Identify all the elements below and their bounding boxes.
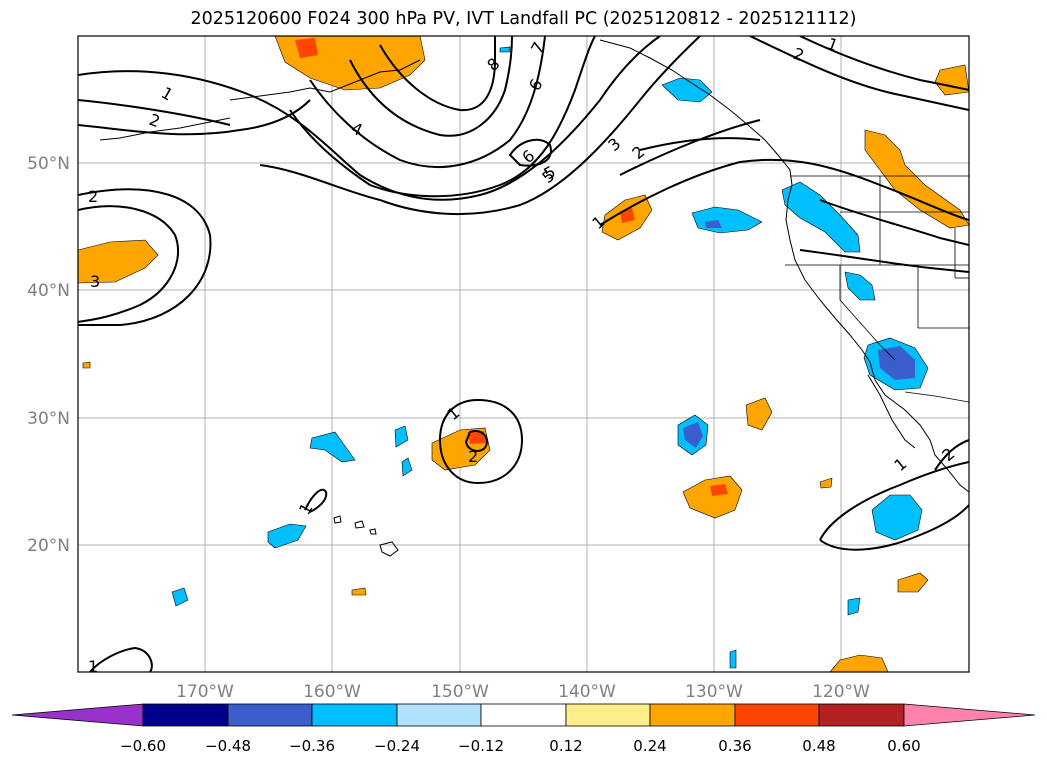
negative-anomaly-california: [844, 271, 876, 301]
contour-label: 1: [88, 657, 98, 676]
colorbar-swatch: [734, 703, 820, 727]
positive-anomaly-west: [78, 239, 159, 284]
contour-labels: 1 2 3 4 5 6 7 8 1 2 1 2 3 1 2 2 1 1 2 5 …: [88, 36, 958, 676]
contour-label: 2: [88, 187, 98, 206]
lat-tick-label: 30°N: [27, 409, 70, 429]
alaska-coast: [229, 59, 421, 101]
contour-label: 6: [518, 146, 538, 167]
colorbar: [11, 703, 1036, 727]
contour-label: 6: [525, 76, 547, 94]
colorbar-swatch: [818, 703, 905, 727]
colorbar-extend-low: [11, 703, 144, 727]
lon-tick-labels: 170°W 160°W 150°W 140°W 130°W 120°W: [176, 682, 870, 702]
lon-tick-label: 130°W: [685, 682, 743, 702]
colorbar-tick-label: 0.12: [549, 737, 582, 755]
contour-label: 1: [890, 454, 910, 475]
contour-label: 3: [90, 272, 100, 291]
colorbar-tick-label: 0.24: [633, 737, 666, 755]
lat-tick-labels: 20°N 30°N 40°N 50°N: [27, 154, 70, 556]
pv-closed-contour-150w: [438, 398, 524, 485]
gridlines: [78, 36, 969, 672]
positive-anomaly-125w: [745, 397, 773, 431]
positive-anomaly-ne: [934, 64, 969, 96]
colorbar-tick-label: −0.48: [205, 737, 251, 755]
north-america-coast: [599, 39, 969, 493]
lon-tick-label: 150°W: [431, 682, 489, 702]
lon-tick-label: 140°W: [558, 682, 616, 702]
colorbar-tick-labels: −0.60 −0.48 −0.36 −0.24 −0.12 0.12 0.24 …: [120, 737, 921, 755]
borders: [785, 175, 969, 403]
coastlines: [99, 39, 969, 557]
colorbar-extend-high: [903, 703, 1036, 727]
colorbar-tick-label: −0.60: [120, 737, 166, 755]
contour-label: 2: [628, 142, 648, 163]
hawaii-islands: [379, 541, 399, 557]
colorbar-swatch: [396, 703, 482, 727]
negative-anomaly-43n: [691, 206, 763, 234]
contour-label: 8: [483, 54, 503, 75]
map-title: 2025120600 F024 300 hPa PV, IVT Landfall…: [190, 9, 857, 29]
negative-anomaly-gulf-alaska: [661, 77, 713, 103]
map-frame: [77, 35, 970, 673]
colorbar-swatch: [649, 703, 736, 727]
positive-anomaly-130w: [682, 475, 743, 519]
colorbar-tick-label: −0.36: [289, 737, 335, 755]
colorbar-tick-label: 0.60: [887, 737, 920, 755]
colorbar-swatch: [227, 703, 313, 727]
anomaly-fills: [78, 36, 969, 672]
colorbar-swatch: [565, 703, 651, 727]
contour-label: 1: [295, 500, 317, 518]
colorbar-tick-label: −0.24: [374, 737, 420, 755]
lat-tick-label: 20°N: [27, 536, 70, 556]
colorbar-tick-label: 0.48: [802, 737, 835, 755]
colorbar-swatch: [142, 703, 229, 727]
lon-tick-label: 160°W: [303, 682, 361, 702]
colorbar-tick-label: 0.36: [718, 737, 751, 755]
lon-tick-label: 170°W: [176, 682, 234, 702]
lon-tick-label: 120°W: [812, 682, 870, 702]
colorbar-swatch: [311, 703, 398, 727]
colorbar-tick-label: −0.12: [458, 737, 504, 755]
contour-label: 3: [604, 134, 624, 155]
positive-anomaly-bc: [864, 129, 969, 229]
negative-anomaly-oregon: [781, 181, 861, 253]
contour-label: 2: [147, 110, 163, 131]
lat-tick-label: 50°N: [27, 154, 70, 174]
contour-label: 2: [468, 447, 478, 466]
pv-contours: [78, 36, 969, 672]
negative-anomaly-baja: [871, 494, 923, 541]
contour-label: 1: [158, 83, 176, 105]
lat-tick-label: 40°N: [27, 281, 70, 301]
colorbar-swatch: [480, 703, 567, 727]
